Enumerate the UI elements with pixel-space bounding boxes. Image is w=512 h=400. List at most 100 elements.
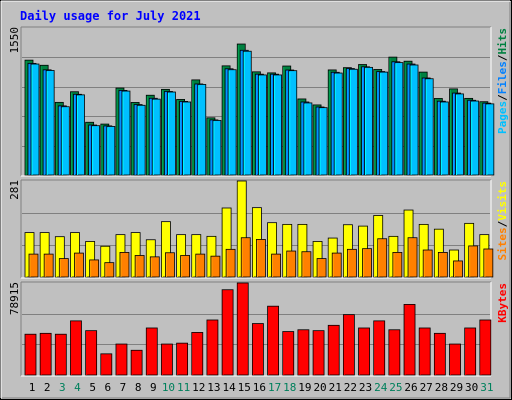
bar-kbytes	[145, 327, 158, 376]
x-tick-label: 28	[435, 381, 448, 394]
bar-sites	[149, 256, 160, 278]
legend-item: Sites	[496, 227, 509, 260]
bar-sites	[225, 248, 236, 278]
x-tick-label: 7	[120, 381, 127, 394]
x-tick-label: 10	[162, 381, 175, 394]
bar-pages	[470, 100, 480, 176]
x-tick-label: 21	[329, 381, 342, 394]
bar-kbytes	[191, 332, 204, 376]
x-axis-labels: 1 2 3 4 5 6 7 8 9 10 11 12 13 14 15 16 17 18 19 20 21 22 23 24 2…	[29, 381, 494, 394]
bar-sites	[453, 260, 463, 278]
x-tick-label: 1	[29, 381, 36, 394]
x-tick-label: 22	[344, 381, 357, 394]
bar-kbytes	[373, 320, 386, 376]
bar-kbytes	[449, 343, 461, 376]
legend-item: /	[496, 54, 509, 61]
x-tick-label: 14	[222, 381, 236, 394]
x-tick-label: 8	[135, 381, 142, 394]
series-pages	[30, 50, 495, 176]
bar-sites	[468, 245, 479, 278]
x-tick-label: 26	[404, 381, 417, 394]
series-sites	[28, 237, 494, 278]
bar-pages	[167, 91, 176, 176]
bar-sites	[286, 250, 297, 278]
bar-pages	[91, 125, 101, 176]
bar-sites	[195, 253, 206, 278]
x-tick-label: 20	[313, 381, 326, 394]
x-tick-label: 3	[59, 381, 66, 394]
bar-pages	[151, 98, 161, 176]
bar-kbytes	[115, 343, 128, 376]
bar-pages	[76, 94, 85, 176]
bar-sites	[89, 259, 100, 278]
bar-kbytes	[85, 330, 98, 376]
bar-sites	[346, 248, 357, 278]
bar-kbytes	[403, 304, 416, 376]
bar-sites	[119, 252, 130, 278]
legend-item: /	[496, 94, 509, 101]
x-tick-label: 2	[44, 381, 51, 394]
bar-kbytes	[236, 282, 249, 376]
x-tick-label: 4	[74, 381, 81, 394]
bar-kbytes	[464, 327, 477, 376]
x-tick-label: 9	[150, 381, 157, 394]
bar-kbytes	[297, 329, 310, 376]
bar-kbytes	[312, 330, 325, 376]
bar-pages	[288, 70, 298, 176]
bar-pages	[242, 50, 252, 176]
bar-sites	[331, 252, 342, 278]
bar-sites	[377, 238, 388, 278]
bar-kbytes	[100, 353, 113, 376]
bar-pages	[212, 120, 222, 176]
bar-kbytes	[130, 349, 143, 376]
bar-sites	[422, 249, 433, 278]
bar-pages	[439, 101, 449, 176]
bar-kbytes	[267, 305, 279, 376]
y-max-label: 78915	[8, 282, 21, 315]
bar-kbytes	[54, 333, 67, 376]
legend-item: Visits	[496, 181, 509, 221]
bar-sites	[483, 248, 494, 278]
x-tick-label: 12	[192, 381, 205, 394]
bar-sites	[437, 252, 448, 278]
bar-kbytes	[388, 329, 401, 376]
chart-panels: 1550Pages/Files/Hits281Sites/Visits78915…	[8, 26, 509, 377]
bar-kbytes	[342, 314, 355, 376]
x-tick-label: 27	[420, 381, 433, 394]
bar-pages	[60, 106, 70, 176]
bar-pages	[303, 102, 313, 176]
x-tick-label: 25	[389, 381, 402, 394]
bar-kbytes	[252, 323, 264, 376]
bar-pages	[364, 66, 373, 176]
bar-kbytes	[479, 319, 492, 376]
bar-kbytes	[358, 327, 370, 376]
y-max-label: 1550	[8, 27, 21, 54]
x-tick-label: 5	[89, 381, 96, 394]
bar-kbytes	[24, 333, 37, 376]
x-tick-label: 18	[283, 381, 296, 394]
x-tick-label: 15	[238, 381, 251, 394]
bar-pages	[273, 74, 282, 176]
legend-item: /	[496, 220, 509, 227]
bar-sites	[362, 248, 372, 278]
x-tick-label: 24	[374, 381, 388, 394]
legend: KBytes	[496, 283, 509, 323]
bar-sites	[134, 255, 145, 278]
bar-sites	[43, 253, 54, 278]
bar-pages	[455, 93, 464, 176]
bar-kbytes	[327, 324, 340, 376]
legend: Sites/Visits	[496, 181, 509, 261]
y-max-label: 281	[8, 180, 21, 200]
bar-sites	[240, 237, 251, 278]
bar-kbytes	[161, 343, 173, 376]
bar-pages	[394, 62, 404, 176]
bar-kbytes	[39, 332, 52, 376]
bar-kbytes	[221, 289, 234, 376]
bar-pages	[182, 101, 192, 176]
series-kbytes	[24, 282, 492, 376]
bar-kbytes	[206, 319, 219, 376]
bar-kbytes	[282, 331, 295, 376]
bar-sites	[74, 252, 84, 278]
